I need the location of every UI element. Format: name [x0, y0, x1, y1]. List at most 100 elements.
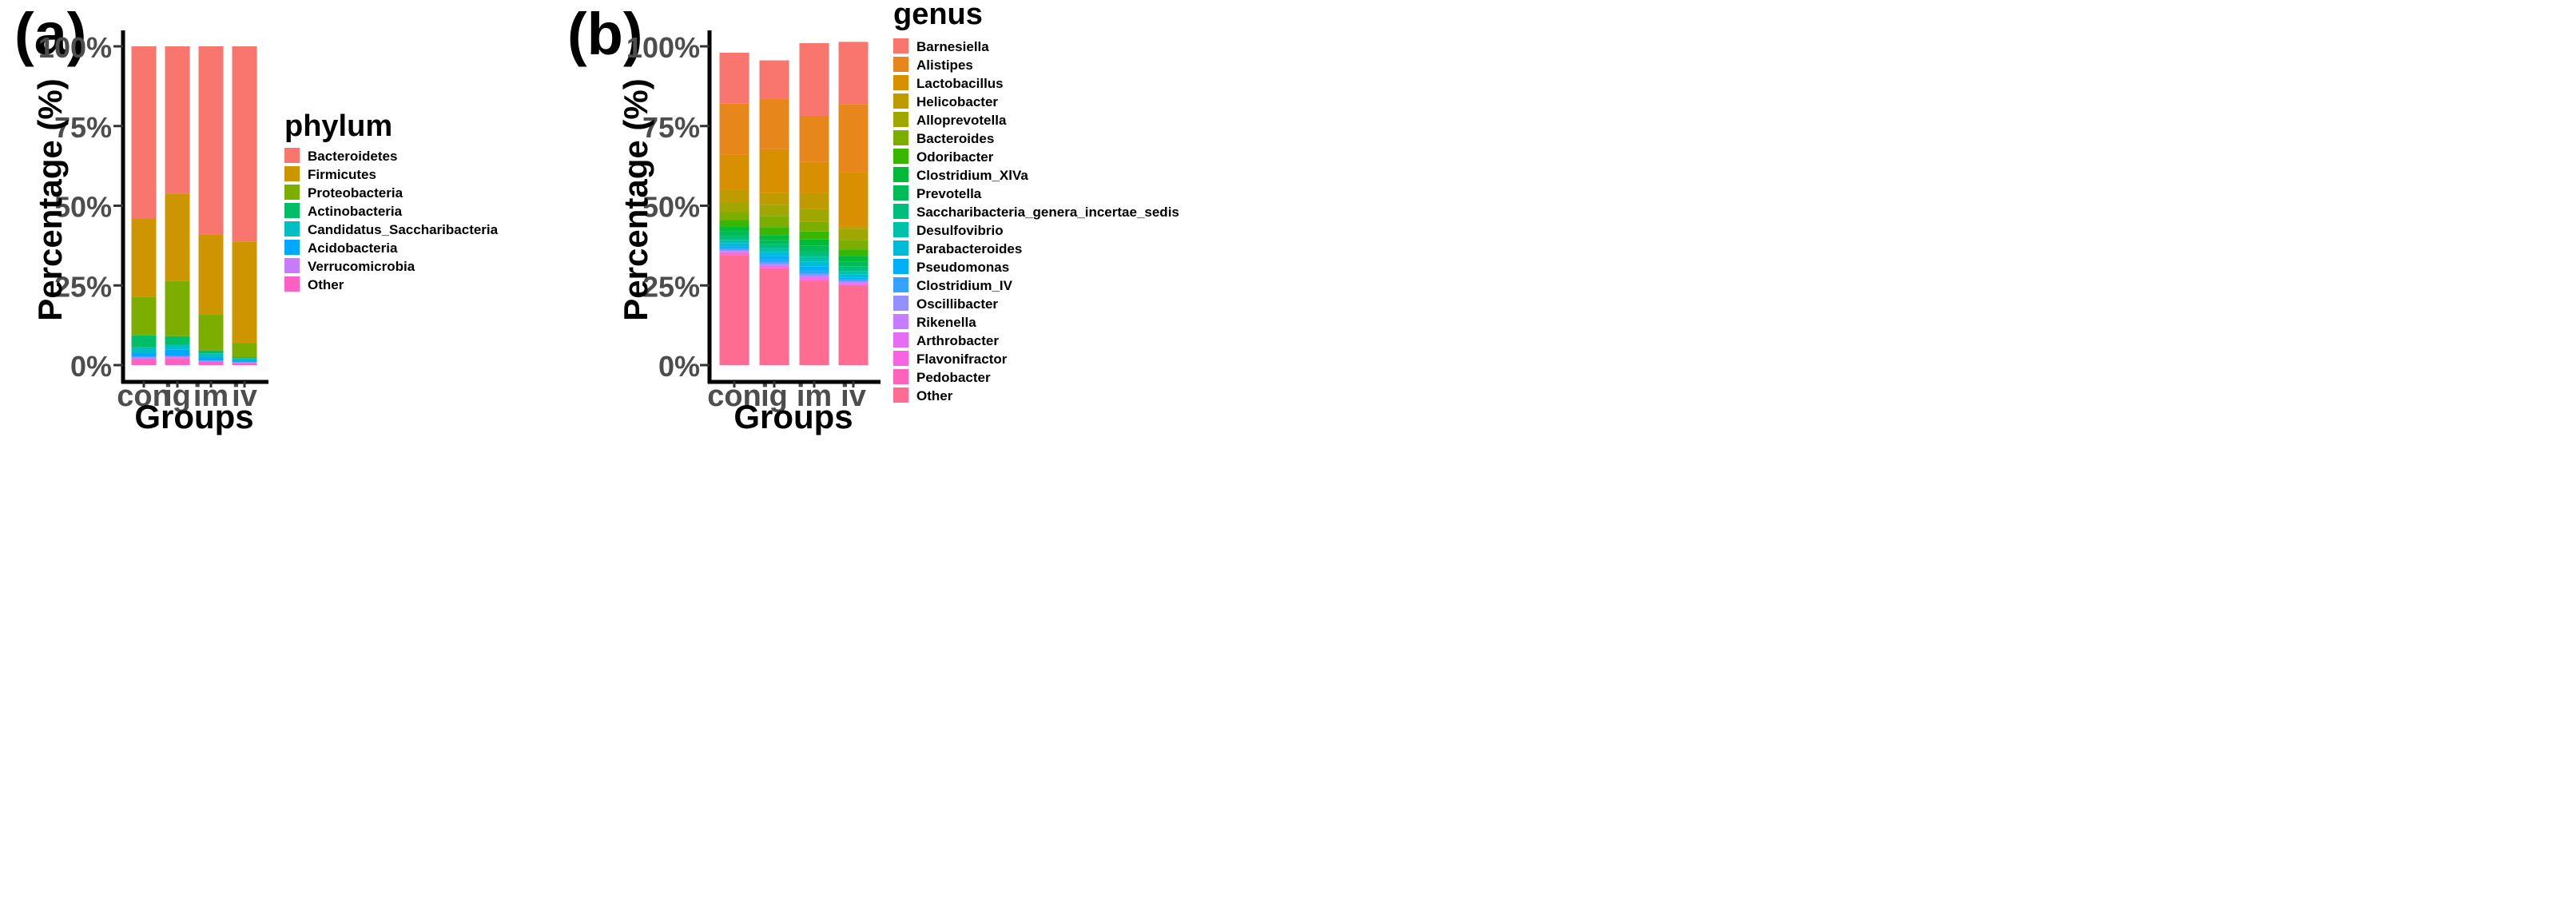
- bar-segment-con-bacteroidetes: [131, 46, 157, 219]
- panel-a-legend-title: phylum: [284, 109, 392, 143]
- x-tick-label-im: im: [797, 379, 832, 413]
- panel-b: (b) 0% 25% 50% 75% 100% con ig im iv Groups Per…: [567, 0, 1179, 435]
- legend-swatch-helicobacter: [893, 93, 908, 109]
- bar-segment-iv-verrucomicrobia: [232, 362, 257, 364]
- bar-segment-iv-saccharibacteria-genera-incertae-sedis: [838, 266, 869, 272]
- panel-a-y-ticks: 0% 25% 50% 75% 100%: [38, 31, 123, 383]
- panel-b-y-axis-title: Percentage (%): [617, 78, 654, 320]
- bar-segment-im-proteobacteria: [198, 314, 224, 351]
- x-tick-label-con: con: [707, 379, 761, 413]
- bar-segment-ig-parabacteroides: [759, 252, 789, 256]
- bar-segment-iv-alloprevotella: [838, 228, 869, 240]
- bar-segment-im-bacteroidetes: [198, 46, 224, 235]
- legend-label-bacteroides: Bacteroides: [916, 131, 994, 146]
- legend-swatch-alistipes: [893, 57, 908, 72]
- legend-swatch-oscillibacter: [893, 296, 908, 311]
- legend-label-parabacteroides: Parabacteroides: [916, 241, 1022, 256]
- legend-swatch-bacteroidetes: [284, 148, 300, 163]
- legend-swatch-clostridium-iv: [893, 277, 908, 292]
- legend-label-clostridium-xlva: Clostridium_XlVa: [916, 168, 1028, 183]
- bar-segment-ig-proteobacteria: [165, 280, 190, 336]
- y-tick-label: 100%: [626, 31, 700, 64]
- legend-label-pseudomonas: Pseudomonas: [916, 260, 1009, 275]
- bar-segment-ig-flavonifractor: [759, 267, 789, 268]
- bar-segment-im-alloprevotella: [799, 209, 829, 222]
- legend-swatch-arthrobacter: [893, 332, 908, 348]
- legend-swatch-verrucomicrobia: [284, 258, 300, 273]
- legend-label-lactobacillus: Lactobacillus: [916, 76, 1004, 91]
- legend-swatch-prevotella: [893, 185, 908, 201]
- panel-b-x-ticks: con ig im iv: [707, 379, 866, 413]
- bar-segment-con-actinobacteria: [131, 335, 157, 348]
- bar-segment-im-clostridium-xlva: [799, 239, 829, 246]
- y-tick-label: 50%: [642, 191, 700, 224]
- bar-segment-iv-pseudomonas: [838, 277, 869, 280]
- legend-swatch-barnesiella: [893, 38, 908, 54]
- bar-segment-con-pedobacter: [719, 254, 749, 256]
- bar-segment-im-lactobacillus: [799, 161, 829, 193]
- legend-swatch-actinobacteria: [284, 203, 300, 218]
- panel-a-legend: Bacteroidetes Firmicutes Proteobacteria Act…: [284, 148, 499, 292]
- bar-segment-im-barnesiella: [799, 43, 829, 116]
- bar-segment-iv-proteobacteria: [232, 343, 257, 358]
- bar-segment-con-bacteroides: [719, 212, 749, 221]
- bar-segment-ig-verrucomicrobia: [165, 356, 190, 359]
- bar-segment-iv-parabacteroides: [838, 274, 869, 278]
- bar-segment-ig-lactobacillus: [759, 149, 789, 193]
- x-tick-label-im: im: [193, 379, 229, 413]
- bar-segment-iv-bacteroidetes: [232, 46, 257, 242]
- bar-segment-im-acidobacteria: [198, 357, 224, 361]
- y-tick-label: 75%: [642, 111, 700, 144]
- bar-segment-ig-odoribacter: [759, 227, 789, 236]
- legend-label-oscillibacter: Oscillibacter: [916, 296, 998, 312]
- legend-label-desulfovibrio: Desulfovibrio: [916, 223, 1004, 238]
- bar-segment-con-saccharibacteria-genera-incertae-sedis: [719, 236, 749, 240]
- x-tick-label-con: con: [117, 379, 171, 413]
- panel-label-b: (b): [567, 1, 643, 67]
- legend-swatch-lactobacillus: [893, 75, 908, 90]
- legend-swatch-other: [893, 387, 908, 403]
- bar-segment-con-other: [719, 255, 749, 365]
- legend-swatch-odoribacter: [893, 149, 908, 164]
- legend-label-arthrobacter: Arthrobacter: [916, 333, 999, 348]
- legend-label-actinobacteria: Actinobacteria: [308, 204, 403, 219]
- bar-segment-ig-other: [759, 268, 789, 365]
- panel-a-x-axis-title: Groups: [134, 398, 253, 435]
- legend-swatch-other: [284, 276, 300, 292]
- legend-swatch-alloprevotella: [893, 112, 908, 127]
- bar-segment-im-actinobacteria: [198, 350, 224, 354]
- bar-segment-con-arthrobacter: [719, 252, 749, 253]
- bar-segment-im-candidatus-saccharibacteria: [198, 353, 224, 358]
- bar-segment-iv-barnesiella: [838, 42, 869, 105]
- bar-segment-con-alistipes: [719, 103, 749, 155]
- bar-segment-iv-desulfovibrio: [838, 271, 869, 275]
- bar-segment-ig-other: [165, 358, 190, 365]
- bar-segment-iv-arthrobacter: [838, 283, 869, 284]
- bar-segment-ig-desulfovibrio: [759, 248, 789, 252]
- legend-swatch-pseudomonas: [893, 259, 908, 274]
- bar-segment-con-acidobacteria: [131, 352, 157, 357]
- bar-segment-con-oscillibacter: [719, 249, 749, 252]
- bar-segment-con-prevotella: [719, 231, 749, 236]
- y-tick-label: 50%: [54, 191, 112, 224]
- bar-segment-im-alistipes: [799, 115, 829, 162]
- bar-segment-im-verrucomicrobia: [198, 360, 224, 363]
- panel-b-bars: [719, 42, 869, 365]
- bar-segment-con-lactobacillus: [719, 154, 749, 190]
- legend-label-alloprevotella: Alloprevotella: [916, 113, 1007, 128]
- y-tick-label: 25%: [54, 270, 112, 303]
- bar-segment-im-firmicutes: [198, 234, 224, 315]
- bar-segment-im-helicobacter: [799, 193, 829, 209]
- y-tick-label: 75%: [54, 111, 112, 144]
- bar-segment-iv-lactobacillus: [838, 172, 869, 227]
- legend-swatch-candidatus-saccharibacteria: [284, 221, 300, 236]
- panel-label-a: (a): [14, 1, 86, 67]
- legend-swatch-proteobacteria: [284, 185, 300, 200]
- bar-segment-iv-acidobacteria: [232, 360, 257, 363]
- bar-segment-iv-alistipes: [838, 104, 869, 173]
- bar-segment-iv-other: [838, 286, 869, 365]
- legend-label-bacteroidetes: Bacteroidetes: [308, 149, 397, 164]
- bar-segment-im-parabacteroides: [799, 261, 829, 267]
